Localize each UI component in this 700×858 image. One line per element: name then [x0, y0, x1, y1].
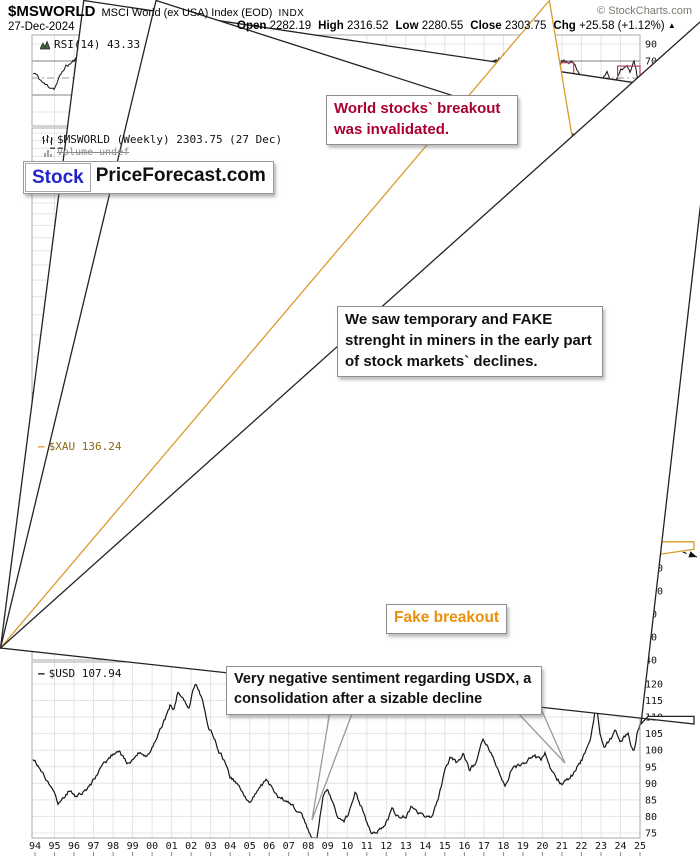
svg-text:107.94: 107.94 — [650, 0, 686, 3]
svg-text:99: 99 — [127, 841, 139, 852]
watermark-stockpriceforecast: Stock PriceForecast.com — [23, 161, 274, 194]
close-label: Close — [470, 20, 502, 32]
watermark-part1: Stock — [25, 163, 91, 192]
rsi-indicator-icon — [40, 39, 50, 50]
svg-text:05: 05 — [244, 841, 256, 852]
svg-text:15: 15 — [439, 841, 451, 852]
svg-text:12: 12 — [380, 841, 392, 852]
annotation-fake-breakout: Fake breakout — [386, 604, 508, 634]
chg-value: +25.58 (+1.12%) — [578, 20, 665, 32]
xau-legend: — $XAU 136.24 — [38, 440, 121, 453]
svg-text:95: 95 — [48, 841, 60, 852]
low-label: Low — [395, 20, 419, 32]
svg-text:95: 95 — [645, 762, 657, 773]
svg-text:75: 75 — [645, 829, 657, 840]
close-value: 2303.75 — [504, 20, 547, 32]
svg-text:21: 21 — [556, 841, 568, 852]
annotation-fake-miner-strength: We saw temporary and FAKE strenght in mi… — [337, 306, 603, 377]
svg-text:25: 25 — [634, 841, 646, 852]
svg-text:90: 90 — [645, 779, 657, 790]
svg-text:80: 80 — [645, 812, 657, 823]
main-legend: $MSWORLD (Weekly) 2303.75 (27 Dec) — [42, 133, 282, 146]
usd-series — [32, 683, 641, 839]
svg-text:105: 105 — [645, 729, 663, 740]
svg-text:136.24: 136.24 — [650, 0, 686, 3]
svg-text:10: 10 — [341, 841, 353, 852]
svg-text:96: 96 — [68, 841, 80, 852]
annotation-breakout-invalidated: World stocks` breakout was invalidated. — [326, 95, 518, 145]
xau-line-swatch: — — [38, 440, 45, 453]
svg-text:00: 00 — [146, 841, 158, 852]
svg-text:13: 13 — [400, 841, 412, 852]
chart-header: $MSWORLD MSCI World (ex USA) Index (EOD) I… — [8, 3, 304, 21]
svg-text:03: 03 — [205, 841, 217, 852]
svg-text:18: 18 — [497, 841, 509, 852]
svg-text:70: 70 — [645, 57, 657, 68]
rsi-legend-label: RSI(14) 43.33 — [54, 38, 141, 51]
high-value: 2316.52 — [346, 20, 389, 32]
open-value: 2282.19 — [269, 20, 312, 32]
volume-bars-icon — [44, 149, 53, 157]
volume-legend: Volume undef — [44, 147, 129, 158]
svg-text:22: 22 — [575, 841, 587, 852]
svg-text:19: 19 — [517, 841, 529, 852]
svg-text:02: 02 — [185, 841, 197, 852]
rsi-legend: RSI(14) 43.33 — [40, 38, 140, 51]
open-label: Open — [237, 20, 267, 32]
exchange: INDX — [278, 8, 305, 19]
svg-text:43.33: 43.33 — [650, 0, 680, 3]
main-legend-label: $MSWORLD (Weekly) 2303.75 (27 Dec) — [57, 133, 283, 146]
quote-date: 27-Dec-2024 — [8, 21, 75, 33]
svg-text:01: 01 — [166, 841, 178, 852]
svg-text:100: 100 — [645, 746, 663, 757]
chg-up-icon: ▲ — [667, 21, 676, 30]
chg-label: Chg — [553, 20, 576, 32]
svg-text:06: 06 — [263, 841, 275, 852]
svg-text:94: 94 — [29, 841, 41, 852]
usd-line-swatch: — — [38, 667, 45, 680]
svg-text:20: 20 — [536, 841, 548, 852]
high-label: High — [318, 20, 344, 32]
volume-legend-label: Volume undef — [57, 147, 130, 158]
svg-text:04: 04 — [224, 841, 236, 852]
svg-text:24: 24 — [614, 841, 626, 852]
svg-text:40: 40 — [645, 656, 657, 667]
svg-text:2303.75: 2303.75 — [650, 0, 692, 3]
ohlc-icon — [42, 134, 53, 145]
watermark-part2: PriceForecast.com — [95, 165, 266, 186]
svg-text:11: 11 — [361, 841, 373, 852]
quote-line: Open 2282.19 High 2316.52 Low 2280.55 Close… — [237, 20, 676, 32]
svg-text:120: 120 — [645, 680, 663, 691]
svg-text:09: 09 — [322, 841, 334, 852]
symbol: $MSWORLD — [8, 3, 96, 20]
svg-text:14: 14 — [419, 841, 431, 852]
stockcharts-credit: © StockCharts.com — [597, 5, 692, 17]
annotation-usd-sentiment: Very negative sentiment regarding USDX, … — [226, 666, 542, 715]
xau-legend-label: $XAU 136.24 — [48, 440, 122, 453]
low-value: 2280.55 — [421, 20, 464, 32]
svg-text:115: 115 — [645, 696, 663, 707]
svg-text:17: 17 — [478, 841, 490, 852]
svg-text:98: 98 — [107, 841, 119, 852]
svg-text:08: 08 — [302, 841, 314, 852]
svg-text:07: 07 — [283, 841, 295, 852]
symbol-title: MSCI World (ex USA) Index (EOD) — [101, 7, 273, 19]
usd-legend: — $USD 107.94 — [38, 667, 121, 680]
svg-text:90: 90 — [645, 40, 657, 51]
usd-legend-label: $USD 107.94 — [48, 667, 122, 680]
svg-text:97: 97 — [87, 841, 99, 852]
svg-text:23: 23 — [595, 841, 607, 852]
svg-text:16: 16 — [458, 841, 470, 852]
svg-text:85: 85 — [645, 795, 657, 806]
